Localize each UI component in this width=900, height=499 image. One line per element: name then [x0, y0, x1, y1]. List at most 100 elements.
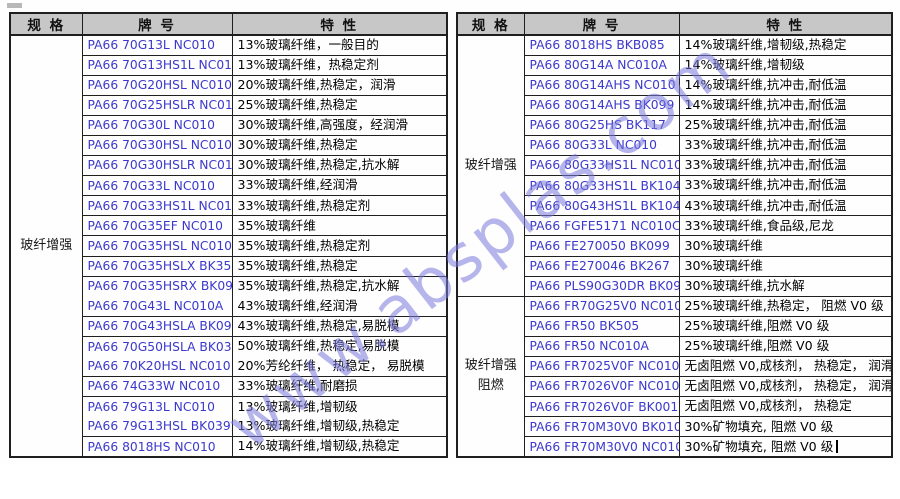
grade-cell: PA66 79G13L NC010 — [81, 396, 233, 417]
table-row: PA66 FR7026V0F NC010 无卤阻燃 V0,成核剂， 热稳定， 润滑 — [457, 376, 893, 398]
trait-cell: 33%玻璃纤维,抗冲击,耐低温 — [678, 134, 893, 157]
trait-cell: 14%玻璃纤维,增韧级,热稳定 — [678, 34, 893, 56]
corner-artifact — [7, 3, 22, 8]
grade-cell: PA66 70G13HS1L NC010 — [81, 54, 233, 76]
trait-cell: 33%玻璃纤维,抗冲击,耐低温 — [678, 175, 893, 197]
trait-cell: 14%玻璃纤维,抗冲击,耐低温 — [678, 94, 893, 116]
grade-cell: PA66 70G50HSLA BK039B — [81, 335, 233, 357]
trait-cell: 30%玻璃纤维,热稳定,抗水解 — [231, 155, 448, 177]
table-row: PA66 80G25HS BK117 25%玻璃纤维,抗冲击,耐低温 — [457, 114, 893, 136]
table-row: PA66 74G33W NC010 33%玻璃纤维,耐磨损 — [10, 376, 448, 398]
grade-cell: PA66 FR70M30V0 BK010 — [523, 416, 680, 438]
trait-cell: 14%玻璃纤维,抗冲击,耐低温 — [678, 74, 893, 96]
table-row: PA66 70G30HSL NC010 30%玻璃纤维,热稳定 — [10, 134, 448, 157]
table-row: PA66 70G43L NC010A 43%玻璃纤维,经润滑 — [10, 296, 448, 317]
trait-cell: 无卤阻燃 V0,成核剂， 热稳定 — [678, 396, 893, 418]
grade-cell: PA66 80G14A NC010A — [523, 54, 680, 76]
trait-cell: 无卤阻燃 V0,成核剂， 热稳定， 润滑 — [678, 355, 893, 378]
grade-cell: PA66 70G35EF NC010 — [81, 215, 233, 237]
trait-cell: 35%玻璃纤维,热稳定,抗水解 — [231, 275, 448, 297]
grade-cell: PA66 FE270046 BK267 — [523, 255, 680, 277]
trait-cell: 43%玻璃纤维,经润滑 — [231, 296, 448, 317]
trait-cell: 20%芳纶纤维， 热稳定， 易脱模 — [231, 356, 448, 378]
spec-cell: 玻纤增强 — [456, 34, 525, 297]
trait-cell: 13%玻璃纤维，一般目的 — [231, 34, 448, 56]
grade-cell: PA66 80G14AHS NC010 — [523, 74, 680, 96]
grade-cell: PA66 80G33HS1L NC010 — [523, 155, 680, 177]
table-row: PA66 80G33L NC010 33%玻璃纤维,抗冲击,耐低温 — [457, 134, 893, 157]
spec-cell: 玻纤增强 — [9, 34, 83, 458]
trait-cell: 14%玻璃纤维,增韧级 — [678, 54, 893, 76]
table-row: PA66 80G14AHS BK099 14%玻璃纤维,抗冲击,耐低温 — [457, 94, 893, 116]
table-row: 玻纤增强 PA66 70G13L NC010 13%玻璃纤维，一般目的 — [9, 34, 448, 458]
table-row: PA66 80G43HS1L BK104 43%玻璃纤维,抗冲击,耐低温 — [457, 195, 893, 217]
table-row: PA66 70G35HSRX BK099 35%玻璃纤维,热稳定,抗水解 — [10, 275, 448, 297]
table-row: PA66 70G33L NC010 33%玻璃纤维,经润滑 — [10, 175, 448, 197]
trait-cell: 20%玻璃纤维,热稳定，润滑 — [231, 74, 448, 96]
grade-cell: PA66 70G43L NC010A — [81, 296, 233, 317]
table-row: PA66 70G35HSLX BK357 35%玻璃纤维,热稳定 — [10, 255, 448, 277]
trait-cell: 30%矿物填充, 阻燃 V0 级 — [678, 416, 893, 438]
page-canvas: 规 格牌 号特 性 玻纤增强 PA66 70G13L NC010 13%玻璃纤维，一… — [7, 3, 893, 465]
trait-cell: 25%玻璃纤维,阻燃 V0 级 — [678, 315, 893, 337]
grade-cell: PA66 8018HS NC010 — [81, 436, 233, 458]
table-row: PA66 80G33HS1L BK104 33%玻璃纤维,抗冲击,耐低温 — [457, 175, 893, 197]
table-row: PA66 70G43HSLA BK099 43%玻璃纤维,热稳定,易脱模 — [10, 315, 448, 337]
trait-cell: 33%玻璃纤维,食品级,尼龙 — [678, 215, 893, 237]
table-row: PA66 70G33HS1L NC010 33%玻璃纤维,热稳定剂 — [10, 195, 448, 217]
table-row: 玻纤增强 阻燃 PA66 FR70G25V0 NC010 25%玻璃纤维,热稳定， 阻… — [456, 295, 893, 458]
table-header-row: 规 格牌 号特 性 — [9, 12, 448, 36]
trait-cell: 30%玻璃纤维 — [678, 235, 893, 257]
trait-cell: 35%玻璃纤维,热稳定 — [231, 255, 448, 277]
table-row: PA66 79G13L NC010 13%玻璃纤维,增韧级 — [10, 396, 448, 417]
grade-cell: PA66 70G43HSLA BK099 — [81, 315, 233, 337]
product-table-left: 规 格牌 号特 性 玻纤增强 PA66 70G13L NC010 13%玻璃纤维，一… — [9, 12, 448, 458]
trait-cell: 25%玻璃纤维,抗冲击,耐低温 — [678, 114, 893, 136]
trait-cell: 25%玻璃纤维,热稳定 — [231, 94, 448, 116]
grade-cell: PA66 8018HS BKB085 — [523, 34, 680, 56]
column-header: 特 性 — [231, 12, 448, 36]
trait-cell: 30%玻璃纤维,热稳定 — [231, 134, 448, 157]
table-row: PA66 PLS90G30DR BK099 30%玻璃纤维,抗水解 — [457, 275, 893, 297]
trait-cell: 35%玻璃纤维 — [231, 215, 448, 237]
column-header: 牌 号 — [523, 12, 680, 36]
grade-cell: PA66 70G35HSL NC010 — [81, 235, 233, 257]
table-row: 玻纤增强 PA66 8018HS BKB085 14%玻璃纤维,增韧级,热稳定 — [456, 34, 893, 297]
table-row: PA66 70G30HSLR NC010 30%玻璃纤维,热稳定,抗水解 — [10, 155, 448, 177]
column-header: 规 格 — [456, 12, 525, 36]
grade-cell: PA66 70K20HSL NC010 — [81, 356, 233, 378]
grade-cell: PA66 FR70G25V0 NC010 — [523, 295, 680, 317]
trait-cell: 33%玻璃纤维,热稳定剂 — [231, 195, 448, 217]
table-row: PA66 70G35EF NC010 35%玻璃纤维 — [10, 215, 448, 237]
table-row: PA66 79G13HSL BK039 13%玻璃纤维,增韧级,热稳定 — [10, 416, 448, 438]
trait-cell: 13%玻璃纤维,增韧级,热稳定 — [231, 416, 448, 438]
grade-cell: PA66 80G43HS1L BK104 — [523, 195, 680, 217]
trait-cell: 14%玻璃纤维,增韧级,热稳定 — [231, 436, 448, 458]
grade-cell: PA66 FR50 BK505 — [523, 315, 680, 337]
trait-cell: 30%玻璃纤维,抗水解 — [678, 275, 893, 297]
trait-cell: 13%玻璃纤维,增韧级 — [231, 396, 448, 417]
grade-cell: PA66 74G33W NC010 — [81, 376, 233, 398]
trait-cell: 33%玻璃纤维,经润滑 — [231, 175, 448, 197]
trait-cell: 33%玻璃纤维,耐磨损 — [231, 376, 448, 398]
grade-cell: PA66 70G33HS1L NC010 — [81, 195, 233, 217]
grade-cell: PA66 FR7025V0F NC010 — [523, 355, 680, 378]
trait-cell: 43%玻璃纤维,热稳定,易脱模 — [231, 315, 448, 337]
trait-cell: 35%玻璃纤维,热稳定剂 — [231, 235, 448, 257]
spec-cell: 玻纤增强 阻燃 — [456, 295, 525, 458]
grade-cell: PA66 70G20HSL NC010 — [81, 74, 233, 96]
trait-cell: 25%玻璃纤维,热稳定， 阻燃 V0 级 — [678, 295, 893, 317]
trait-cell: 25%玻璃纤维,阻燃 V0 级 — [678, 335, 893, 358]
grade-cell: PA66 70G35HSLX BK357 — [81, 255, 233, 277]
table-row: PA66 80G33HS1L NC010 33%玻璃纤维,抗冲击,耐低温 — [457, 155, 893, 177]
product-table-right: 规 格牌 号特 性 玻纤增强 PA66 8018HS BKB085 14%玻璃纤维,… — [456, 12, 893, 458]
grade-cell: PA66 FGFE5171 NC010C — [523, 215, 680, 237]
grade-cell: PA66 70G13L NC010 — [81, 34, 233, 56]
table-row: PA66 FR70M30V0 BK010 30%矿物填充, 阻燃 V0 级 — [457, 416, 893, 438]
column-header: 规 格 — [9, 12, 83, 36]
grade-cell: PA66 70G33L NC010 — [81, 175, 233, 197]
grade-cell: PA66 FR7026V0F BK001 — [523, 396, 680, 418]
table-header-row: 规 格牌 号特 性 — [456, 12, 893, 36]
text-cursor — [836, 439, 838, 453]
grade-cell: PA66 FR70M30V0 NC010 — [523, 436, 680, 458]
